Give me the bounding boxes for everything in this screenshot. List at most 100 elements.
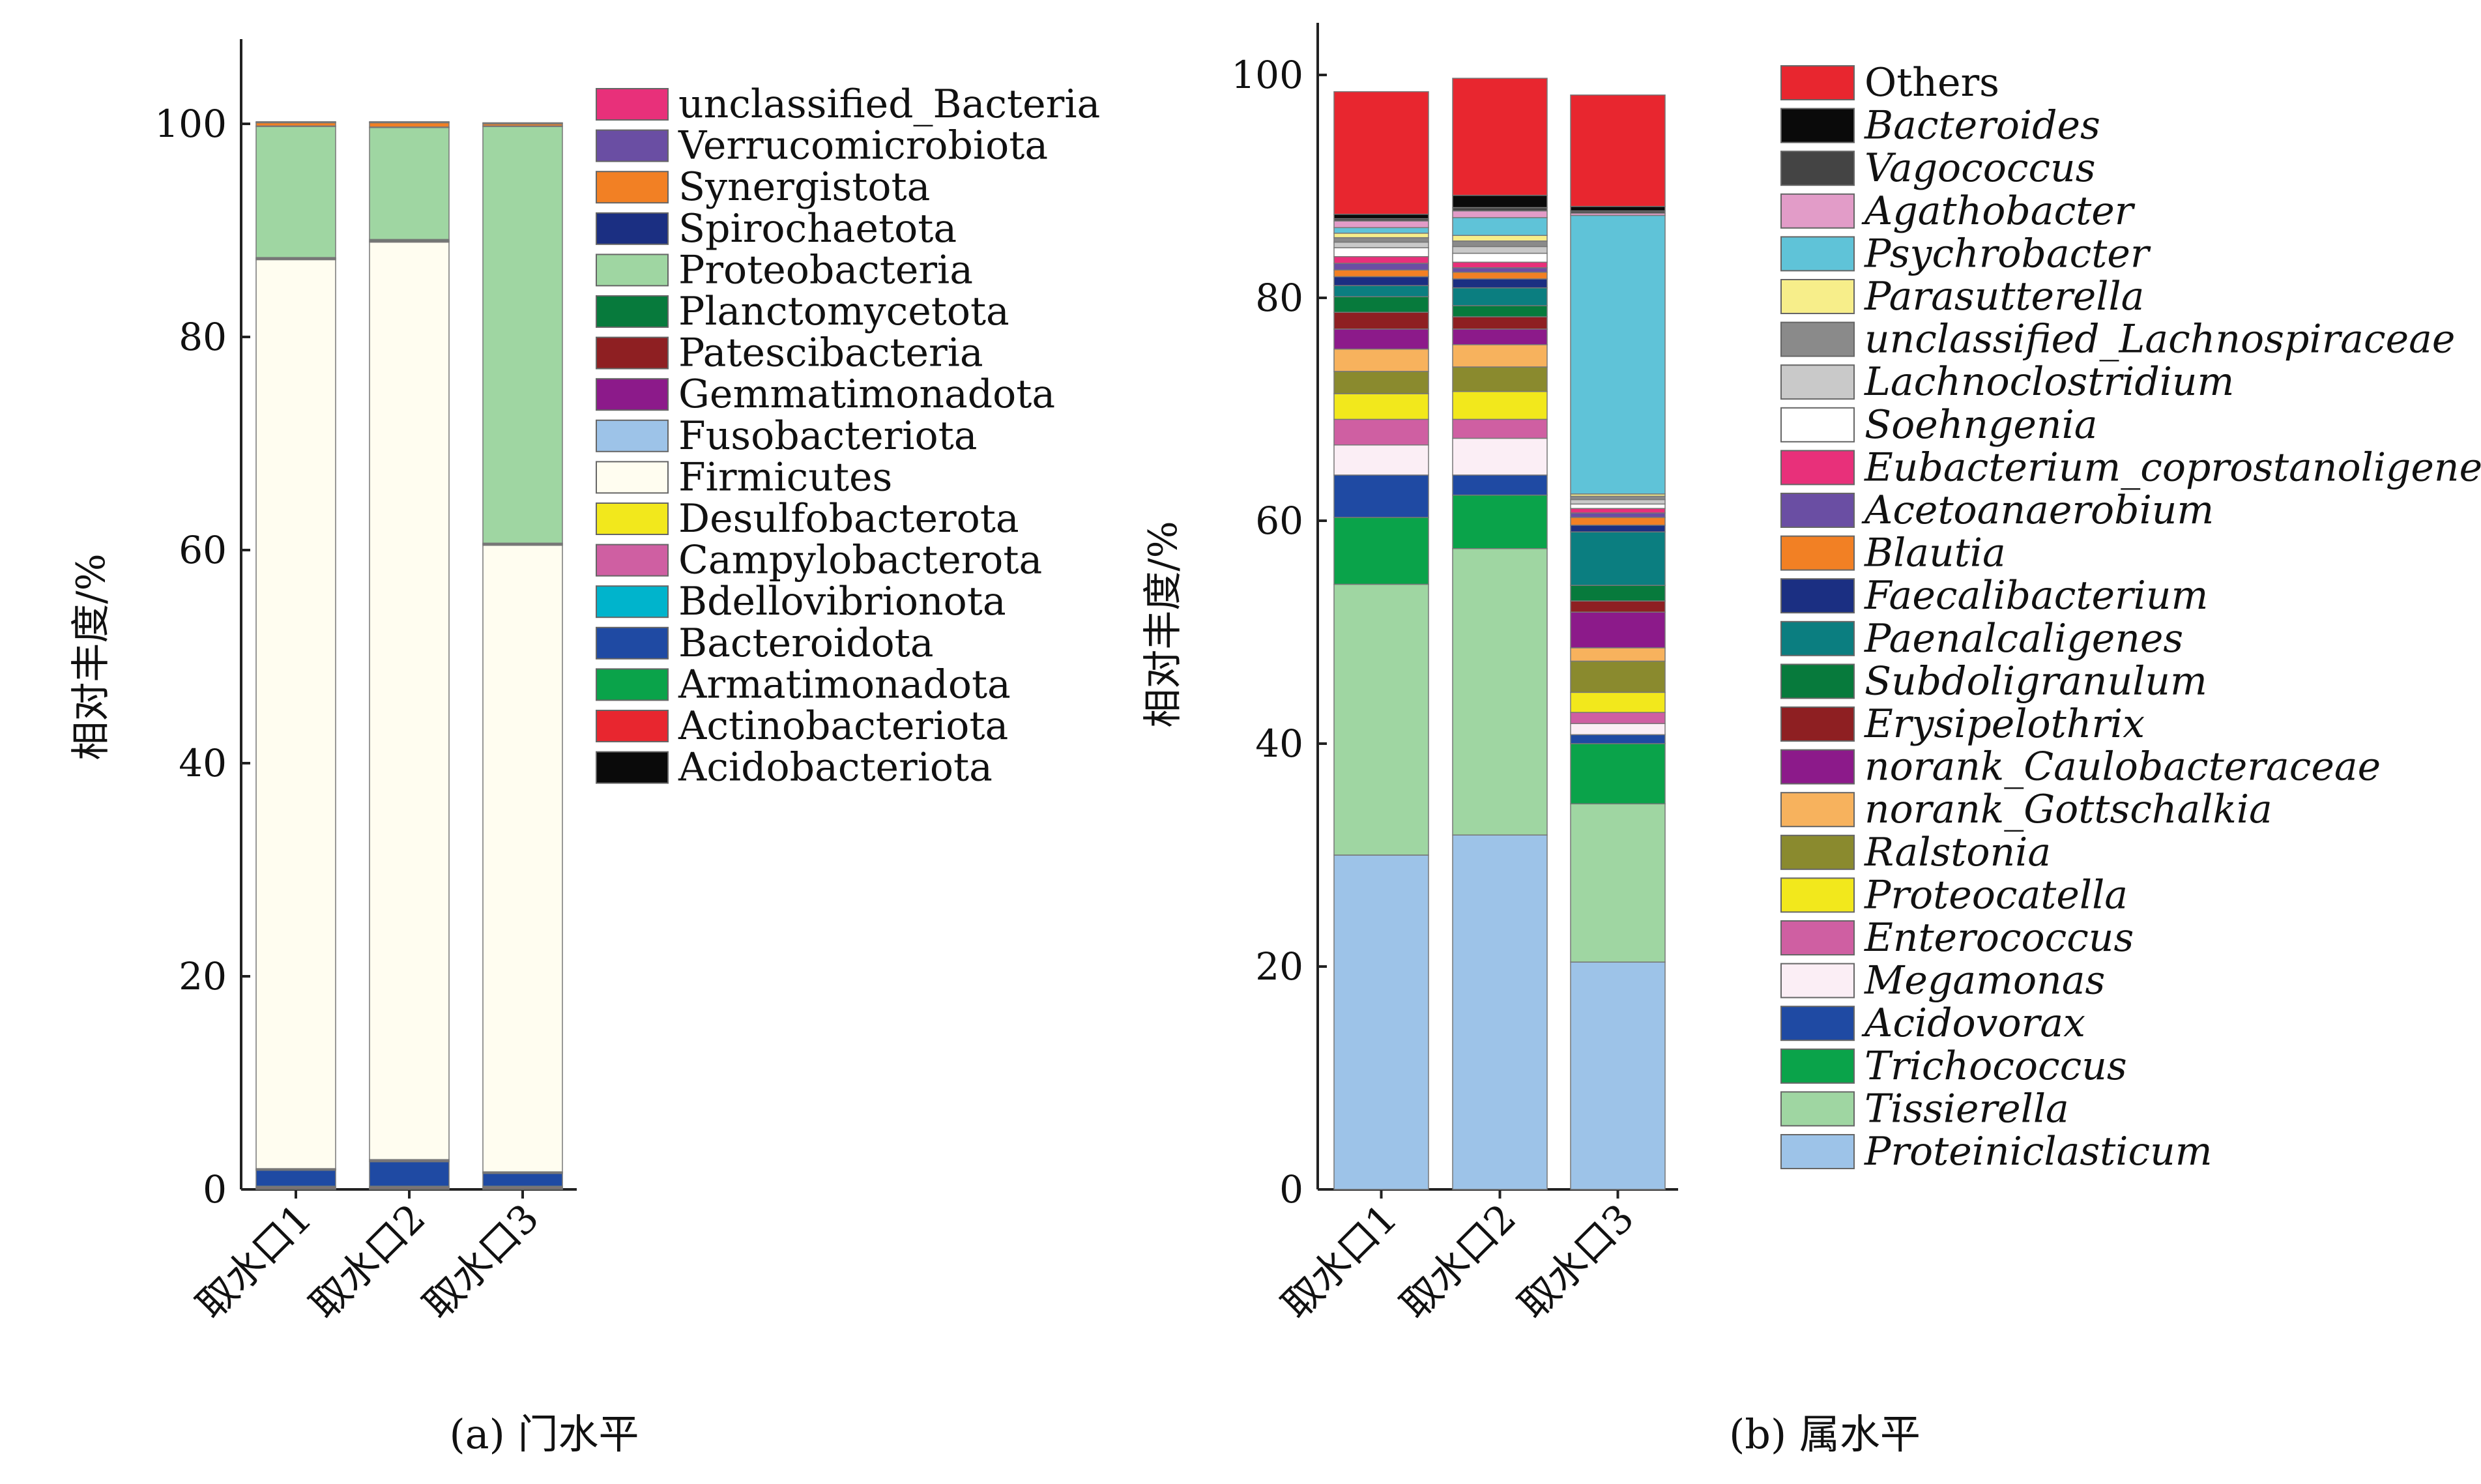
bar-segment-proteocatella (1333, 393, 1429, 420)
bar-segment-trichococcus (1570, 743, 1666, 805)
bar-segment-erysipelothrix (1333, 312, 1429, 330)
bar-segment-acidovorax (1333, 474, 1429, 518)
legend-label: Paenalcaligenes (1864, 616, 2183, 662)
bar-segment-bacteroidota (369, 1161, 450, 1187)
bar-segment-bacteroides (1452, 194, 1548, 209)
panel-b-legend: OthersBacteroidesVagococcusAgathobacterP… (1780, 60, 2481, 1174)
bar-segment-erysipelothrix (1570, 600, 1666, 613)
bar-segment-tissierella (1333, 583, 1429, 856)
bar-segment-paenalcaligenes (1452, 287, 1548, 306)
bar-segment-proteobacteria (369, 126, 450, 240)
bar-segment-parasutterella (1333, 233, 1429, 239)
bar-segment-lachnoclostridium (1570, 499, 1666, 505)
bar-segment-megamonas (1452, 437, 1548, 476)
x-category-label: 取水口3 (415, 1195, 548, 1328)
x-category-label: 取水口3 (1510, 1195, 1643, 1328)
bar-segment-proteocatella (1452, 390, 1548, 420)
bar-segment-unclassified-lachnospiraceae (1452, 240, 1548, 248)
legend-label: Subdoligranulum (1864, 658, 2207, 704)
legend-swatch (1780, 279, 1855, 314)
legend-swatch (1780, 407, 1855, 443)
bar-segment-norank-gottschalkia (1570, 647, 1666, 662)
y-tick-label: 40 (179, 741, 227, 785)
bar-segment-others (1333, 91, 1429, 215)
bar-segment-agathobacter (1452, 210, 1548, 218)
panel-a-legend: unclassified_BacteriaVerrucomicrobiotaSy… (596, 81, 1100, 791)
legend-label: Acidovorax (1861, 1000, 2085, 1046)
bar-segment-firmicutes (369, 241, 450, 1160)
legend-swatch (1780, 65, 1855, 100)
legend-label: Others (1864, 60, 1999, 106)
bar-segment-others (1452, 78, 1548, 196)
bar-segment-ralstonia (1452, 366, 1548, 392)
bar-segment-enterococcus (1570, 712, 1666, 724)
bar-segment-unclassified-lachnospiraceae (1570, 495, 1666, 501)
bar-segment-megamonas (1570, 723, 1666, 736)
bar-segment-paenalcaligenes (1570, 531, 1666, 586)
bar-segment-ralstonia (1333, 371, 1429, 394)
legend-label: Agathobacter (1861, 188, 2136, 234)
x-category-label: 取水口1 (1273, 1195, 1406, 1328)
legend-swatch (1780, 1048, 1855, 1084)
bar-segment-acetoanaerobium (1570, 512, 1666, 518)
legend-swatch (596, 585, 669, 618)
legend-label: Megamonas (1864, 958, 2105, 1004)
legend-swatch (596, 336, 669, 370)
legend-swatch (1780, 877, 1855, 913)
legend-swatch (596, 254, 669, 287)
legend-label: Actinobacteriota (678, 703, 1008, 749)
bar-segment-norank-gottschalkia (1452, 344, 1548, 368)
bar-segment-psychrobacter (1333, 227, 1429, 234)
bar-segment-unclassified-bacteria (255, 121, 336, 123)
legend-label: Enterococcus (1864, 915, 2134, 961)
bar-segment-soehngenia (1452, 252, 1548, 263)
legend-label: Lachnoclostridium (1864, 359, 2234, 405)
legend-label: Acidobacteriota (678, 745, 993, 791)
legend-swatch (1780, 792, 1855, 828)
panel-b-y-axis-label: 相对丰度/% (1140, 521, 1186, 727)
bar-segment-blautia (1333, 269, 1429, 278)
bar-segment-unclassified-bacteria (369, 121, 450, 123)
bar-segment-norank-caulobacteraceae (1570, 611, 1666, 648)
legend-swatch (1780, 493, 1855, 528)
bar-segment-subdoligranulum (1570, 585, 1666, 602)
legend-label: Desulfobacterota (678, 496, 1019, 542)
bar-segment-others (1570, 95, 1666, 207)
legend-swatch (596, 751, 669, 784)
y-tick-label: 80 (179, 315, 227, 359)
bar-segment-tissierella (1570, 803, 1666, 963)
bar-segment-soehngenia (1333, 247, 1429, 257)
legend-label: Proteocatella (1864, 872, 2128, 918)
bar-segment-faecalibacterium (1570, 525, 1666, 532)
y-tick-label: 40 (1255, 721, 1303, 766)
legend-swatch (596, 88, 669, 121)
bar-segment-faecalibacterium (1452, 278, 1548, 289)
x-category-label: 取水口2 (302, 1195, 435, 1328)
legend-swatch (596, 668, 669, 701)
legend-label: Soehngenia (1864, 402, 2098, 448)
bar-segment-paenalcaligenes (1333, 285, 1429, 298)
legend-swatch (596, 710, 669, 742)
legend-label: Acetoanaerobium (1861, 487, 2214, 533)
panel-b-caption: (b) 属水平 (1729, 1410, 1921, 1458)
bar-segment-blautia (1570, 517, 1666, 526)
bar-segment-subdoligranulum (1333, 296, 1429, 313)
y-tick-label: 60 (1255, 499, 1303, 543)
y-tick-label: 100 (154, 102, 227, 146)
bar-segment-psychrobacter (1452, 217, 1548, 236)
y-tick-label: 20 (179, 954, 227, 998)
bar-segment-bacteroidota (482, 1172, 563, 1187)
legend-swatch (1780, 706, 1855, 742)
legend-label: unclassified_Bacteria (678, 81, 1100, 127)
bar-segment-bacteroidota (255, 1169, 336, 1187)
bar-segment-acidovorax (1452, 474, 1548, 496)
bar-segment-proteobacteria (255, 126, 336, 258)
bar-segment-parasutterella (1452, 235, 1548, 242)
y-tick-label: 80 (1255, 276, 1303, 320)
bar-segment-enterococcus (1333, 418, 1429, 446)
bar-segment-lachnoclostridium (1452, 246, 1548, 254)
legend-swatch (1780, 236, 1855, 272)
legend-swatch (1780, 834, 1855, 870)
legend-label: Psychrobacter (1864, 231, 2151, 276)
